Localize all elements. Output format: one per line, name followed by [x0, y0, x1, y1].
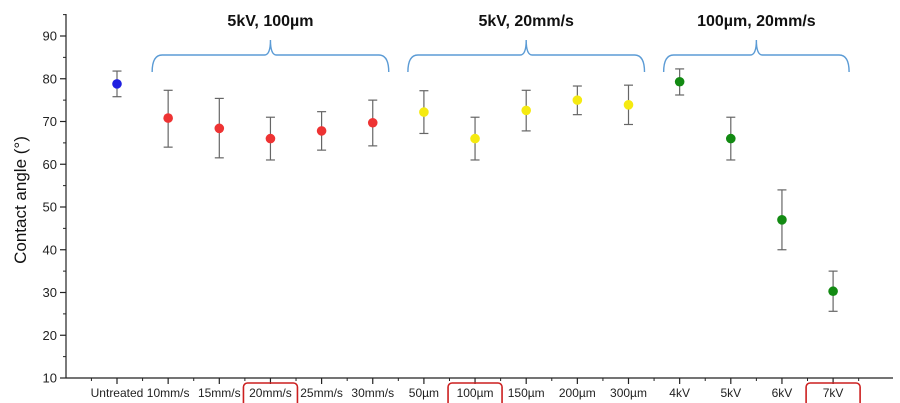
data-point-30mm-s: [367, 117, 378, 128]
group-label-5kv-20mm-s: 5kV, 20mm/s: [478, 13, 574, 30]
x-tick-label-15mm-s: 15mm/s: [198, 386, 241, 400]
x-tick-label-20mm-s: 20mm/s: [249, 386, 292, 400]
y-tick-label: 40: [43, 242, 57, 257]
data-point-15mm-s: [214, 123, 225, 134]
data-point-5kv: [726, 133, 736, 144]
y-tick-label: 80: [43, 71, 57, 86]
y-axis: 10 20 30 40 50 60 70 80 90: [43, 14, 67, 386]
group-brace-5kv-20mm-s: [407, 39, 646, 73]
data-point-150-m: [521, 105, 531, 116]
group-brace-100-m-20mm-s: [662, 39, 850, 73]
data-point-7kv: [828, 286, 838, 297]
data-point-200-m: [572, 95, 583, 105]
highlight-box-7kv: [805, 382, 861, 403]
x-tick-label-50-m: 50µm: [409, 386, 439, 400]
y-axis-label: Contact angle (°): [11, 136, 30, 264]
y-tick-label: 10: [43, 371, 57, 386]
x-tick-label-5kv: 5kV: [720, 386, 741, 400]
group-brace-5kv-100-m: [151, 39, 390, 73]
data-point-25mm-s: [316, 126, 327, 136]
y-tick-label: 70: [43, 114, 57, 129]
x-tick-label-7kv: 7kV: [823, 386, 844, 400]
group-braces: [151, 39, 850, 73]
x-tick-label-4kv: 4kV: [669, 386, 690, 400]
data-points: [112, 76, 838, 297]
x-axis: Untreated 10mm/s 15mm/s 20mm/s 25mm/s 30mm/s 5…: [66, 377, 893, 400]
y-tick-label: 20: [43, 328, 57, 343]
data-point-10mm-s: [163, 113, 173, 123]
highlight-boxes: [242, 382, 861, 403]
highlight-box-20mm-s: [242, 382, 299, 403]
y-tick-label: 60: [43, 157, 57, 172]
x-tick-label-150-m: 150µm: [508, 386, 545, 400]
y-tick-label: 50: [43, 200, 57, 215]
data-point-100-m: [470, 133, 480, 144]
data-point-50-m: [419, 107, 429, 117]
group-label-5kv-100-m: 5kV, 100µm: [227, 13, 313, 30]
x-tick-label-25mm-s: 25mm/s: [300, 386, 343, 400]
x-tick-label-300-m: 300µm: [610, 386, 647, 400]
group-labels: 5kV, 100µm 5kV, 20mm/s 100µm, 20mm/s: [227, 13, 815, 30]
group-label-100-m-20mm-s: 100µm, 20mm/s: [697, 13, 816, 30]
data-point-300-m: [623, 100, 634, 110]
x-tick-label-10mm-s: 10mm/s: [147, 386, 190, 400]
y-tick-label: 90: [43, 29, 57, 44]
data-point-6kv: [777, 215, 787, 225]
x-tick-label-untreated: Untreated: [91, 386, 144, 400]
x-tick-label-30mm-s: 30mm/s: [351, 386, 394, 400]
error-bars: [112, 68, 838, 312]
x-tick-label-6kv: 6kV: [772, 386, 793, 400]
data-point-4kv: [674, 76, 685, 87]
x-tick-label-100-m: 100µm: [457, 386, 494, 400]
data-point-untreated: [112, 79, 122, 89]
highlight-box-100-m: [447, 382, 503, 403]
y-tick-label: 30: [43, 285, 57, 300]
data-point-20mm-s: [265, 133, 276, 144]
x-tick-label-200-m: 200µm: [559, 386, 596, 400]
